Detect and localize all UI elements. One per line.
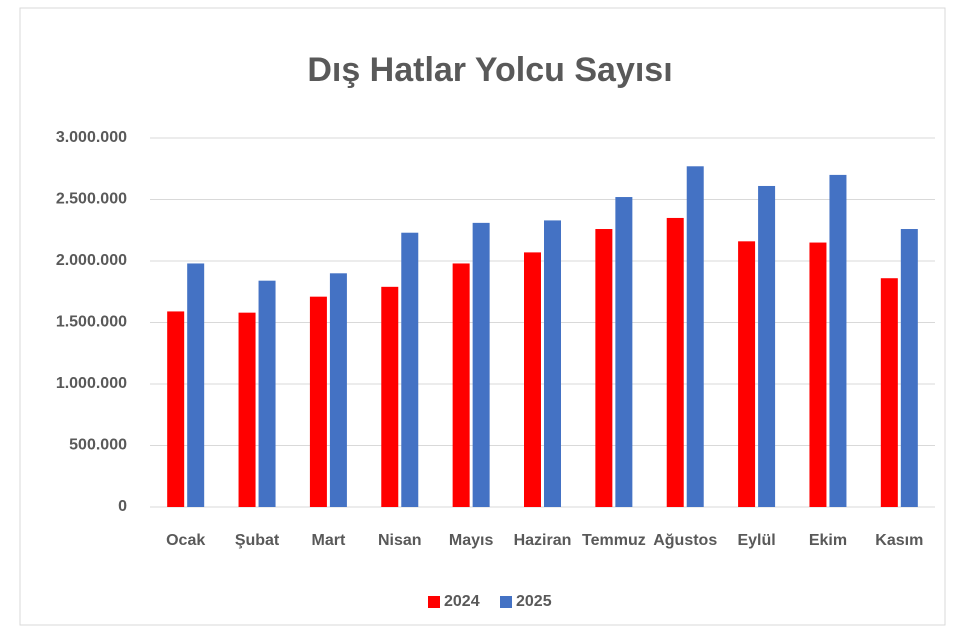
y-tick-label: 2.000.000 xyxy=(56,252,127,269)
legend-swatch xyxy=(500,596,512,608)
bar xyxy=(167,311,185,507)
x-tick-label: Temmuz xyxy=(582,532,646,549)
bar xyxy=(880,278,898,507)
y-tick-label: 0 xyxy=(118,498,127,515)
bar xyxy=(666,217,684,507)
bar xyxy=(829,174,847,507)
y-tick-label: 3.000.000 xyxy=(56,129,127,146)
legend-swatch xyxy=(428,596,440,608)
y-tick-label: 2.500.000 xyxy=(56,191,127,208)
x-tick-label: Ocak xyxy=(166,532,205,549)
bar xyxy=(452,263,470,507)
x-tick-label: Mayıs xyxy=(449,532,494,549)
bar xyxy=(329,273,347,507)
bar xyxy=(544,220,561,507)
bar xyxy=(309,296,327,507)
bar xyxy=(900,229,918,507)
bar xyxy=(686,166,704,508)
y-tick-label: 1.500.000 xyxy=(56,314,127,331)
x-tick-label: Kasım xyxy=(875,532,923,549)
y-tick-label: 500.000 xyxy=(69,437,127,454)
bar xyxy=(187,263,205,507)
bar xyxy=(615,197,633,508)
bar xyxy=(472,222,490,507)
x-tick-label: Haziran xyxy=(514,532,572,549)
bar xyxy=(595,229,613,507)
bar xyxy=(809,242,827,508)
bar xyxy=(258,280,276,507)
bar xyxy=(381,286,399,507)
x-tick-label: Ağustos xyxy=(653,532,717,549)
x-tick-label: Nisan xyxy=(378,532,422,549)
y-tick-label: 1.000.000 xyxy=(56,375,127,392)
x-tick-label: Ekim xyxy=(809,532,847,549)
x-tick-label: Şubat xyxy=(235,532,280,549)
x-tick-label: Eylül xyxy=(737,532,775,549)
bar xyxy=(738,241,756,507)
bar xyxy=(238,312,256,507)
chart-title: Dış Hatlar Yolcu Sayısı xyxy=(307,51,672,89)
legend-label: 2024 xyxy=(444,593,480,610)
bar xyxy=(401,232,419,507)
legend-label: 2025 xyxy=(516,593,552,610)
bar xyxy=(758,185,776,507)
bar xyxy=(524,252,541,507)
x-tick-label: Mart xyxy=(312,532,346,549)
